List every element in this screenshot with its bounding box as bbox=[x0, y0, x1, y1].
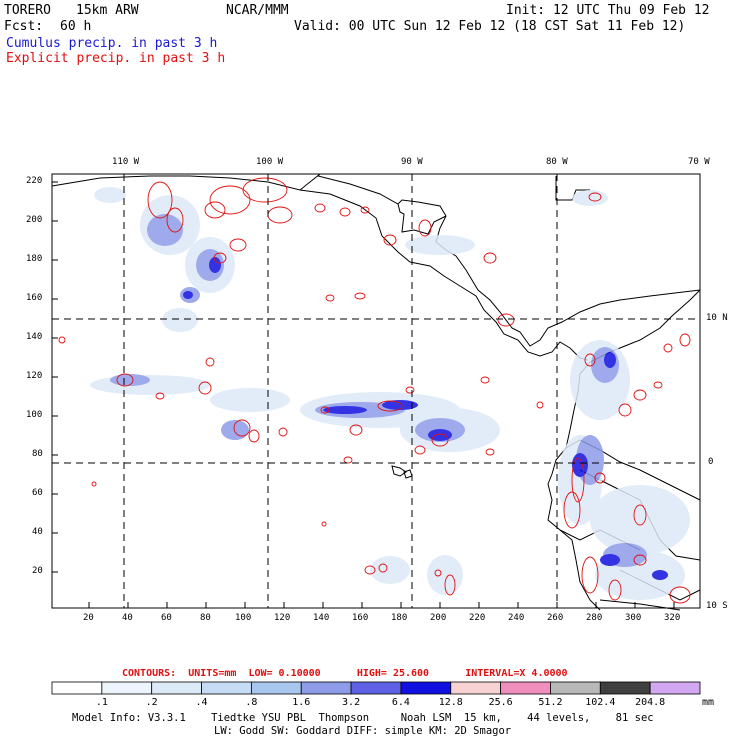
legend-swatch bbox=[350, 681, 402, 695]
x-tick-label: 140 bbox=[313, 613, 330, 623]
y-tick-label: 200 bbox=[26, 215, 43, 225]
legend-swatch bbox=[450, 681, 502, 695]
valid-time: Valid: 00 UTC Sun 12 Feb 12 (18 CST Sat … bbox=[294, 19, 686, 34]
legend-label: 204.8 bbox=[635, 697, 666, 708]
contour-interval: INTERVAL=X 4.0000 bbox=[465, 668, 568, 679]
legend-swatch bbox=[300, 681, 352, 695]
fcst-hours: 60 h bbox=[60, 19, 92, 34]
legend-label: .4 bbox=[195, 697, 208, 708]
legend-label: 12.8 bbox=[438, 697, 463, 708]
y-tick-label: 80 bbox=[32, 449, 43, 459]
x-tick-label: 160 bbox=[352, 613, 369, 623]
model-org: NCAR/MMM bbox=[226, 3, 289, 18]
lon-label: 100 W bbox=[256, 157, 284, 167]
contours-label: CONTOURS: bbox=[122, 668, 177, 679]
legend-label: .8 bbox=[245, 697, 258, 708]
model-info-line2: LW: Godd SW: Goddard DIFF: simple KM: 2D… bbox=[214, 725, 512, 737]
explicit-legend: Explicit precip. in past 3 h bbox=[6, 51, 226, 66]
contour-units: UNITS=mm bbox=[188, 668, 237, 679]
fcst-label: Fcst: bbox=[4, 19, 44, 34]
y-tick-label: 60 bbox=[32, 488, 43, 498]
legend-swatch bbox=[201, 681, 252, 695]
legend-label: 1.6 bbox=[292, 697, 311, 708]
y-axis-ticks bbox=[52, 181, 58, 573]
x-axis-ticks bbox=[88, 602, 675, 608]
x-tick-label: 280 bbox=[586, 613, 603, 623]
legend-label: 102.4 bbox=[585, 697, 616, 708]
legend-swatch bbox=[51, 681, 103, 695]
legend-swatch bbox=[151, 681, 202, 695]
legend-unit: mm bbox=[702, 697, 715, 708]
map-frame bbox=[51, 173, 701, 609]
legend-swatch bbox=[599, 681, 651, 695]
model-info-line1: Model Info: V3.3.1 Tiedtke YSU PBL Thomp… bbox=[72, 712, 654, 724]
y-tick-label: 40 bbox=[32, 527, 43, 537]
y-tick-label: 120 bbox=[26, 371, 43, 381]
lon-label: 80 W bbox=[546, 157, 568, 167]
color-legend bbox=[51, 681, 701, 695]
lon-label: 110 W bbox=[112, 157, 140, 167]
contour-low: LOW= 0.10000 bbox=[248, 668, 321, 679]
explicit-precip bbox=[58, 177, 691, 604]
legend-label: 6.4 bbox=[391, 697, 410, 708]
legend-label: 25.6 bbox=[488, 697, 513, 708]
y-tick-label: 20 bbox=[32, 566, 43, 576]
legend-swatch bbox=[550, 681, 601, 695]
model-name: TORERO bbox=[4, 3, 51, 18]
lat-label: 10 N bbox=[706, 313, 728, 323]
x-tick-label: 200 bbox=[430, 613, 447, 623]
y-tick-label: 180 bbox=[26, 254, 43, 264]
x-tick-label: 180 bbox=[391, 613, 408, 623]
legend-label: .1 bbox=[95, 697, 108, 708]
x-tick-label: 40 bbox=[122, 613, 133, 623]
init-time: Init: 12 UTC Thu 09 Feb 12 bbox=[506, 3, 710, 18]
y-tick-label: 160 bbox=[26, 293, 43, 303]
y-tick-label: 140 bbox=[26, 332, 43, 342]
legend-label: 51.2 bbox=[538, 697, 563, 708]
x-tick-label: 240 bbox=[508, 613, 525, 623]
x-tick-label: 300 bbox=[625, 613, 642, 623]
legend-swatch bbox=[250, 681, 302, 695]
contour-high: HIGH= 25.600 bbox=[356, 668, 430, 679]
lon-label: 90 W bbox=[401, 157, 423, 167]
cumulus-legend: Cumulus precip. in past 3 h bbox=[6, 36, 218, 51]
y-tick-label: 100 bbox=[26, 410, 43, 420]
lat-label: 10 S bbox=[706, 601, 728, 611]
legend-swatch bbox=[649, 681, 701, 695]
x-tick-label: 20 bbox=[83, 613, 94, 623]
lon-label: 70 W bbox=[688, 157, 710, 167]
model-resolution: 15km ARW bbox=[76, 3, 139, 18]
x-tick-label: 260 bbox=[547, 613, 564, 623]
x-tick-label: 120 bbox=[274, 613, 291, 623]
legend-swatch bbox=[500, 681, 551, 695]
legend-label: .2 bbox=[145, 697, 158, 708]
latlon-grid bbox=[52, 174, 700, 608]
lat-label: 0 bbox=[708, 457, 714, 467]
y-tick-label: 220 bbox=[26, 176, 43, 186]
legend-swatch bbox=[400, 681, 452, 695]
x-tick-label: 320 bbox=[664, 613, 681, 623]
x-tick-label: 80 bbox=[200, 613, 211, 623]
legend-label: 3.2 bbox=[342, 697, 361, 708]
x-tick-label: 100 bbox=[235, 613, 252, 623]
contour-info: CONTOURS: UNITS=mm LOW= 0.10000 HIGH= 25… bbox=[122, 668, 568, 679]
cumulus-precip bbox=[90, 187, 690, 600]
legend-swatch bbox=[101, 681, 153, 695]
x-tick-label: 220 bbox=[469, 613, 486, 623]
x-tick-label: 60 bbox=[161, 613, 172, 623]
